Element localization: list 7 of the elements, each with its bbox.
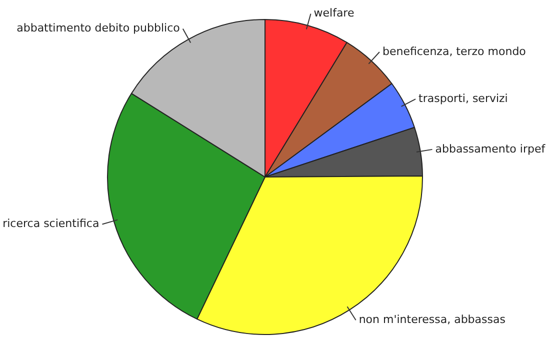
- slice-label: ricerca scientifica: [2, 217, 100, 230]
- slice-label: abbassamento irpef: [435, 142, 546, 156]
- slice-label: abbattimento debito pubblico: [16, 22, 180, 35]
- slice-label: welfare: [314, 6, 354, 20]
- slice-label: trasporti, servizi: [418, 92, 508, 105]
- slice-label: non m'interessa, abbassas: [358, 312, 506, 326]
- slice-label: beneficenza, terzo mondo: [382, 44, 526, 58]
